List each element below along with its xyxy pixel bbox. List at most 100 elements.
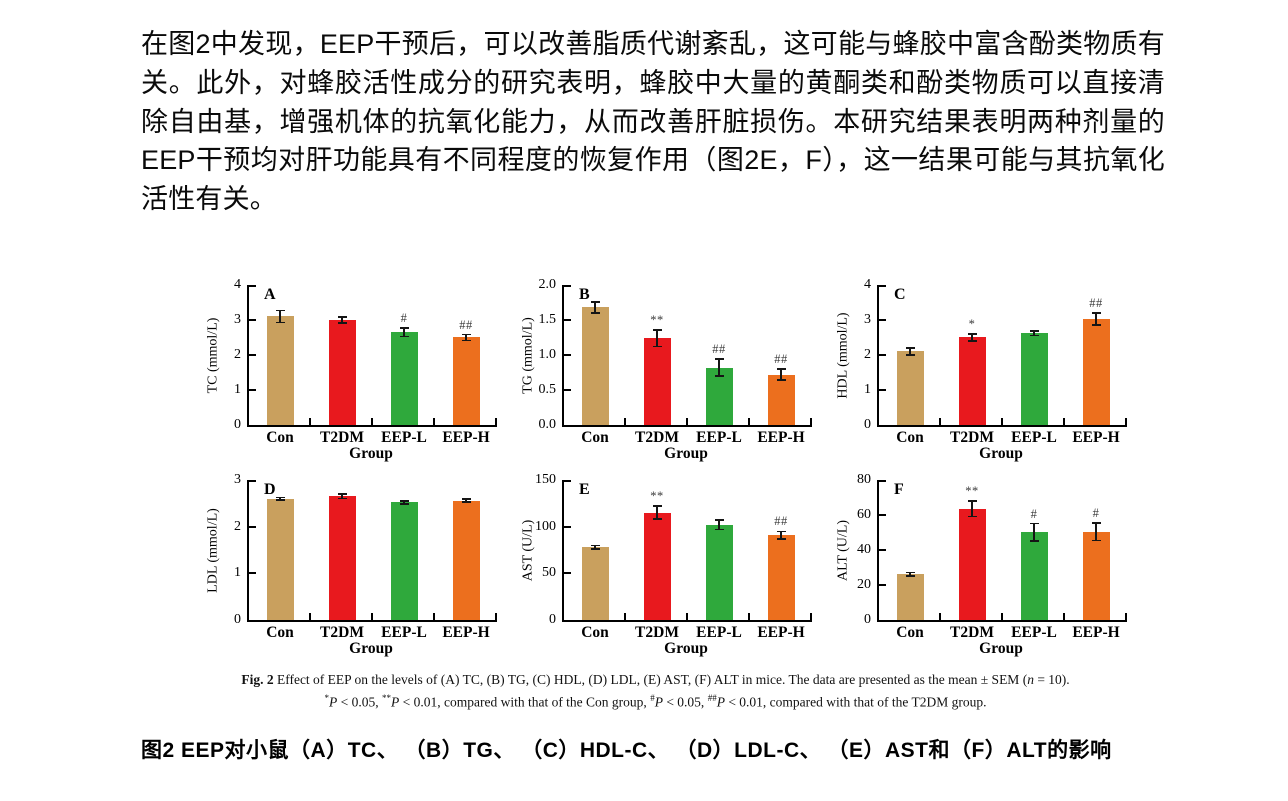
- caption-segment: < 0.05,: [662, 694, 708, 710]
- panel-letter: E: [579, 480, 590, 498]
- error-bar-cap: [590, 548, 600, 550]
- x-axis-tick: [371, 417, 373, 425]
- bar-Con: [896, 574, 924, 620]
- x-category-label: EEP-L: [696, 428, 742, 446]
- significance-label: **: [965, 483, 979, 498]
- x-axis-tick: [686, 612, 688, 620]
- x-axis-tick: [433, 612, 435, 620]
- error-bar: [279, 310, 281, 323]
- bar-EEP-L: [390, 502, 418, 620]
- bar-T2DM: [958, 337, 986, 425]
- error-bar-cap: [1091, 312, 1101, 314]
- error-bar-cap: [337, 316, 347, 318]
- error-bar: [594, 545, 596, 550]
- y-axis-tick: [879, 583, 886, 586]
- x-category-label: EEP-L: [1011, 428, 1057, 446]
- x-axis-tick: [309, 612, 311, 620]
- y-axis-tick: [564, 353, 571, 356]
- document-page: 在图2中发现，EEP干预后，可以改善脂质代谢紊乱，这可能与蜂胶中富含酚类物质有关…: [0, 25, 1288, 764]
- y-tick-label: 100: [535, 518, 556, 534]
- x-category-label: Con: [581, 623, 609, 641]
- error-bar: [1095, 312, 1097, 325]
- error-bar-cap: [337, 497, 347, 500]
- error-bar-cap: [714, 519, 724, 521]
- panel-letter: A: [264, 285, 276, 303]
- body-paragraph: 在图2中发现，EEP干预后，可以改善脂质代谢紊乱，这可能与蜂胶中富含酚类物质有关…: [141, 29, 1165, 215]
- x-axis-tick: [309, 417, 311, 425]
- significance-label: **: [650, 312, 664, 327]
- x-category-label: Con: [581, 428, 609, 446]
- y-axis-label: LDL (mmol/L): [205, 508, 221, 593]
- y-axis-tick: [564, 479, 571, 482]
- x-axis-label: Group: [979, 639, 1023, 657]
- error-bar-cap: [967, 333, 977, 335]
- significance-label: **: [650, 489, 664, 504]
- plot-area: D 0 1 2 3 Con T2DM EEP-L EEP-H: [234, 472, 497, 641]
- error-bar-cap: [1029, 334, 1039, 337]
- y-tick-label: 0.0: [538, 416, 557, 432]
- error-bar-cap: [776, 368, 786, 370]
- x-axis-tick: [1001, 417, 1003, 425]
- x-axis-tick: [748, 417, 750, 425]
- caption-segment: P: [716, 694, 725, 710]
- y-tick-label: 0: [864, 611, 871, 627]
- significance-label: ##: [712, 342, 726, 357]
- y-axis-tick: [249, 479, 256, 482]
- caption-segment: < 0.01, compared with that of the Con gr…: [399, 694, 651, 710]
- figure-caption-en: Fig. 2 Effect of EEP on the levels of (A…: [183, 671, 1128, 712]
- error-bar: [465, 499, 467, 502]
- x-axis-tick: [624, 417, 626, 425]
- error-bar: [909, 347, 911, 355]
- panel-letter: F: [894, 480, 904, 498]
- error-bar-cap: [905, 575, 915, 577]
- y-tick-label: 1.5: [538, 311, 557, 327]
- error-bar-cap: [967, 515, 977, 518]
- chart-panel-B: TG (mmol/L) B 0.0 0.5 1.0 1.5 2.0 Con ** T2DM ## EE…: [498, 271, 813, 466]
- x-category-label: EEP-H: [1072, 428, 1120, 446]
- caption-segment: n: [1027, 671, 1034, 687]
- bar-EEP-H: [1082, 318, 1110, 425]
- significance-label: #: [1092, 505, 1100, 520]
- chart-panel-E: AST (U/L) E 0 50 100 150 Con ** T2DM EEP-L ## EEP-H…: [498, 466, 813, 661]
- bar-Con: [266, 316, 294, 425]
- error-bar-cap: [590, 544, 600, 547]
- error-bar: [594, 301, 596, 313]
- bar-EEP-L: [705, 367, 733, 425]
- figure-caption-cn: 图2 EEP对小鼠（A）TC、 （B）TG、 （C）HDL-C、 （D）LDL-…: [141, 739, 1112, 763]
- error-bar-cap: [905, 354, 915, 356]
- error-bar: [780, 531, 782, 539]
- y-tick-label: 0: [234, 416, 241, 432]
- y-tick-label: 3: [234, 311, 241, 327]
- y-tick-label: 150: [535, 471, 556, 487]
- y-tick-label: 4: [234, 276, 241, 292]
- error-bar: [656, 506, 658, 520]
- y-axis-tick: [564, 284, 571, 287]
- y-axis-tick: [249, 284, 256, 287]
- caption-segment: #: [650, 692, 655, 703]
- plot-area: C 0 1 2 3 4 Con * T2DM EEP-L ## EEP-H: [864, 277, 1127, 446]
- y-tick-label: 3: [234, 471, 241, 487]
- x-axis-label: Group: [664, 639, 708, 657]
- error-bar-cap: [967, 500, 977, 502]
- error-bar: [1033, 523, 1035, 542]
- error-bar: [341, 317, 343, 323]
- x-axis-tick: [686, 417, 688, 425]
- chart-panel-C: HDL (mmol/L) C 0 1 2 3 4 Con * T2DM EEP-L ## EEP-H Gr…: [813, 271, 1128, 466]
- panel-letter: B: [579, 285, 590, 303]
- x-category-label: EEP-H: [757, 428, 805, 446]
- y-axis-tick: [564, 388, 571, 391]
- y-axis-tick: [879, 284, 886, 287]
- error-bar-cap: [652, 345, 662, 348]
- chart-panel-F: ALT (U/L) F 0 20 40 60 80 Con ** T2DM # EEP-L # EEP-H…: [813, 466, 1128, 661]
- plot-area: B 0.0 0.5 1.0 1.5 2.0 Con ** T2DM ## EEP-L ## EEP-H: [539, 277, 812, 446]
- bar-EEP-L: [390, 332, 418, 425]
- figure-charts: TC (mmol/L) A 0 1 2 3 4 Con T2DM # EEP-L ## EEP-H Gro…: [183, 271, 1128, 661]
- error-bar: [403, 328, 405, 337]
- error-bar-cap: [1029, 522, 1039, 525]
- x-axis-tick: [1063, 417, 1065, 425]
- error-bar: [1033, 330, 1035, 336]
- bar-Con: [896, 351, 924, 425]
- caption-segment: Fig. 2: [241, 671, 274, 687]
- bar-EEP-L: [1020, 333, 1048, 425]
- y-tick-label: 2: [234, 518, 241, 534]
